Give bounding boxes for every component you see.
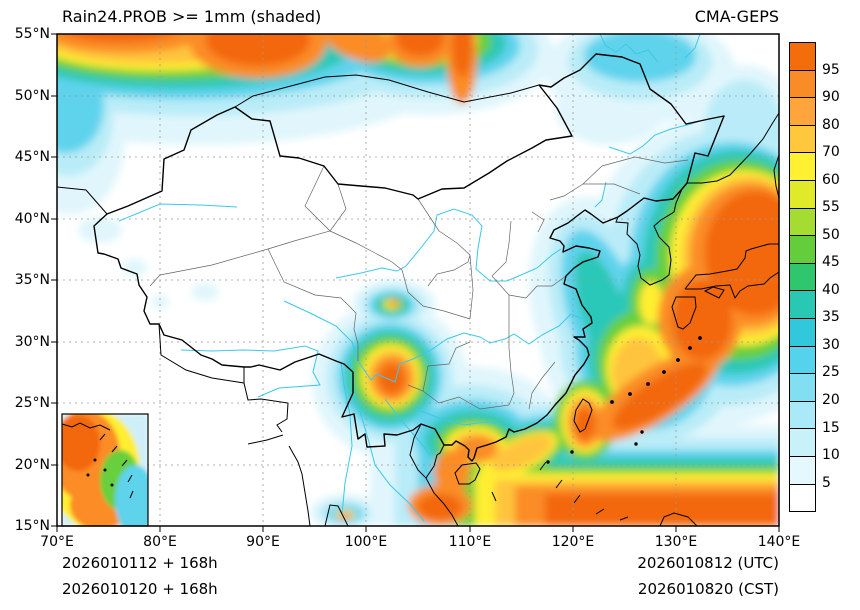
model-name: CMA-GEPS — [694, 7, 779, 26]
init-time-utc: 2026010112 + 168h — [62, 554, 218, 572]
colorbar-segment — [790, 484, 815, 512]
colorbar-segment — [790, 236, 815, 264]
colorbar-label: 20 — [822, 392, 840, 408]
colorbar-segment — [790, 180, 815, 209]
colorbar-segment — [790, 374, 815, 402]
y-tick-label: 55°N — [14, 26, 50, 42]
colorbar — [789, 42, 816, 512]
colorbar-label: 10 — [822, 447, 840, 463]
x-tick-label: 140°E — [757, 534, 801, 550]
colorbar-label: 15 — [822, 420, 840, 436]
x-tick-label: 100°E — [344, 534, 388, 550]
y-tick-label: 45°N — [14, 149, 50, 165]
inset-map — [61, 413, 149, 527]
colorbar-label: 55 — [822, 199, 840, 215]
colorbar-label: 70 — [822, 144, 840, 160]
colorbar-segment — [790, 291, 815, 319]
colorbar-segment — [790, 456, 815, 485]
colorbar-segment — [790, 263, 815, 292]
colorbar-label: 25 — [822, 364, 840, 380]
y-tick-label: 40°N — [14, 211, 50, 227]
province-borders — [149, 156, 689, 410]
x-tick-label: 120°E — [551, 534, 595, 550]
x-tick-label: 80°E — [143, 534, 177, 550]
colorbar-label: 90 — [822, 89, 840, 105]
colorbar-label: 60 — [822, 172, 840, 188]
colorbar-label: 5 — [822, 475, 831, 491]
colorbar-label: 40 — [822, 282, 840, 298]
valid-time-utc: 2026010812 (UTC) — [637, 554, 779, 572]
foreign-borders-coasts — [57, 74, 779, 526]
grid-lines — [57, 34, 779, 526]
y-tick-label: 50°N — [14, 88, 50, 104]
colorbar-segment — [790, 346, 815, 375]
x-tick-label: 70°E — [40, 534, 74, 550]
colorbar-label: 45 — [822, 254, 840, 270]
y-tick-label: 20°N — [14, 457, 50, 473]
y-tick-label: 35°N — [14, 272, 50, 288]
probability-shading — [57, 34, 779, 526]
colorbar-segment — [790, 125, 815, 154]
x-tick-label: 130°E — [654, 534, 698, 550]
colorbar-segment — [790, 98, 815, 126]
colorbar-segment — [790, 43, 815, 71]
china-border — [93, 53, 725, 462]
colorbar-segment — [790, 401, 815, 430]
colorbar-label: 30 — [822, 337, 840, 353]
colorbar-segment — [790, 70, 815, 99]
valid-time-cst: 2026010820 (CST) — [637, 580, 779, 598]
colorbar-segment — [790, 318, 815, 347]
rivers — [118, 34, 701, 522]
y-tick-label: 15°N — [14, 518, 50, 534]
axis-tick-marks — [51, 33, 780, 532]
plot-title: Rain24.PROB >= 1mm (shaded) — [62, 7, 322, 26]
x-tick-label: 110°E — [448, 534, 492, 550]
init-time-cst: 2026010120 + 168h — [62, 580, 218, 598]
colorbar-label: 80 — [822, 117, 840, 133]
colorbar-segment — [790, 153, 815, 181]
y-tick-label: 25°N — [14, 395, 50, 411]
colorbar-segment — [790, 208, 815, 237]
x-tick-label: 90°E — [246, 534, 280, 550]
colorbar-segment — [790, 429, 815, 457]
colorbar-label: 95 — [822, 62, 840, 78]
colorbar-label: 50 — [822, 227, 840, 243]
colorbar-label: 35 — [822, 309, 840, 325]
y-tick-label: 30°N — [14, 334, 50, 350]
islands-and-dash-marks — [491, 336, 702, 521]
